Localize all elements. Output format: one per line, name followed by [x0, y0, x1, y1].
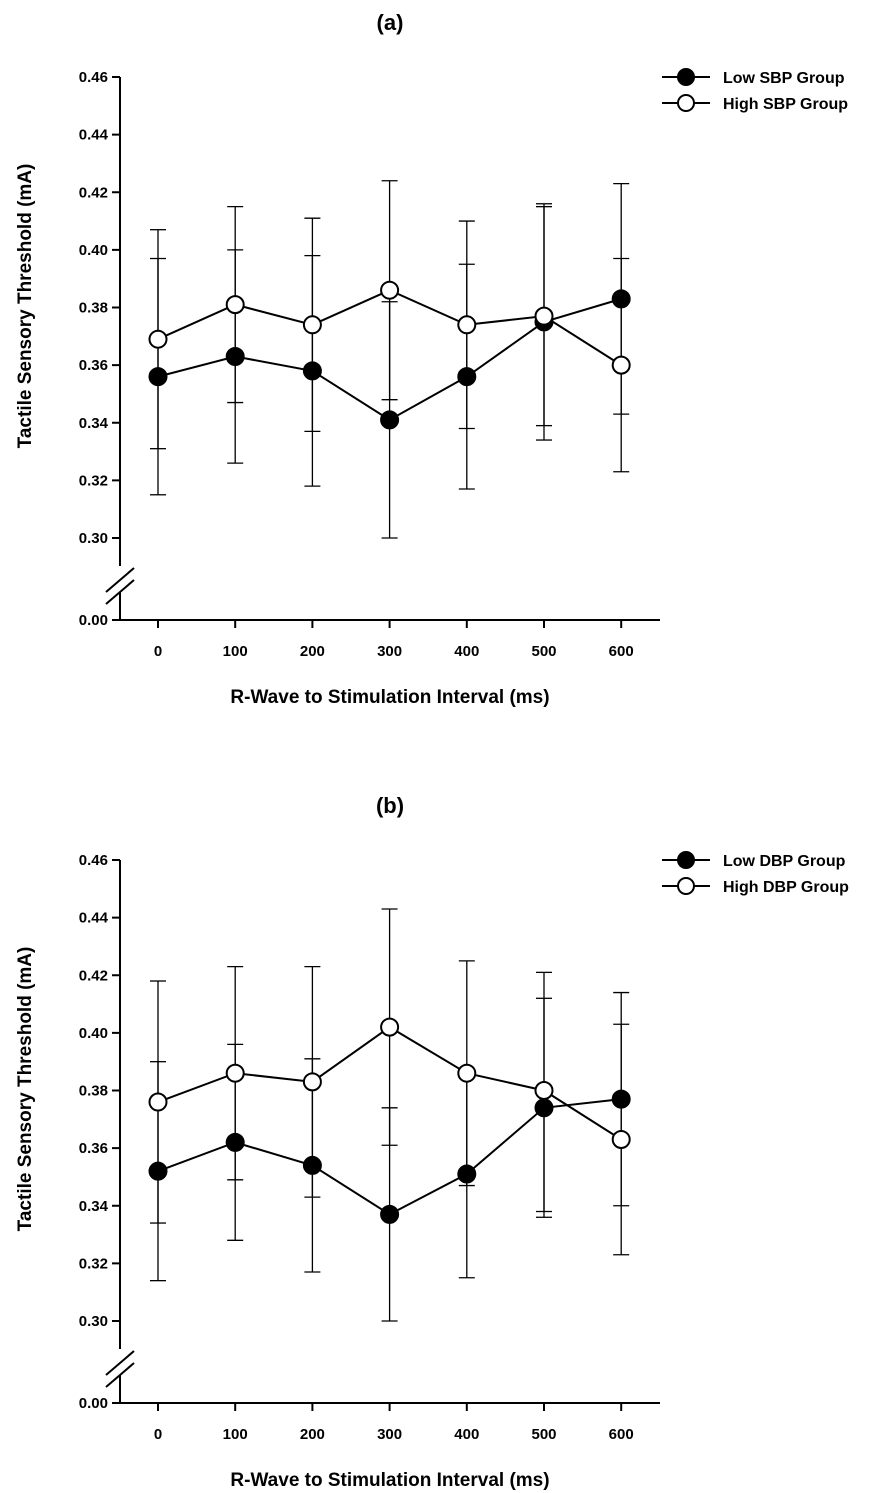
data-point-open — [148, 329, 168, 349]
y-tick-label: 0.46 — [79, 69, 108, 86]
axis-break-mark — [105, 1350, 135, 1376]
axis-break-mark — [105, 567, 135, 593]
x-tick-label: 0 — [154, 1426, 162, 1443]
x-tick-label: 200 — [300, 1426, 325, 1443]
legend-label: Low DBP Group — [723, 853, 846, 870]
axis-break-mark — [105, 579, 135, 605]
y-tick-label: 0.00 — [79, 1395, 108, 1412]
y-tick-label: 0.40 — [79, 1025, 108, 1042]
y-tick-label: 0.30 — [79, 530, 108, 547]
data-point-open — [457, 315, 477, 335]
data-point-filled — [534, 1098, 554, 1118]
y-tick-label: 0.36 — [79, 357, 108, 374]
y-tick-label: 0.38 — [79, 1083, 108, 1100]
data-point-filled — [611, 289, 631, 309]
y-tick-label: 0.40 — [79, 242, 108, 259]
legend-marker-filled — [677, 68, 695, 86]
legend-label: High SBP Group — [723, 96, 848, 113]
y-tick-label: 0.34 — [79, 1198, 109, 1215]
x-tick-label: 200 — [300, 643, 325, 660]
panel-title: (b) — [376, 793, 404, 818]
x-tick-label: 600 — [609, 643, 634, 660]
legend-label: High DBP Group — [723, 879, 849, 896]
y-tick-label: 0.44 — [79, 910, 109, 927]
data-point-filled — [457, 1164, 477, 1184]
data-point-open — [611, 1129, 631, 1149]
y-tick-label: 0.32 — [79, 1255, 108, 1272]
y-axis-title: Tactile Sensory Threshold (mA) — [15, 164, 36, 449]
x-tick-label: 600 — [609, 1426, 634, 1443]
legend-label: Low SBP Group — [723, 70, 845, 87]
data-point-filled — [148, 367, 168, 387]
x-tick-label: 0 — [154, 643, 162, 660]
x-tick-label: 100 — [223, 1426, 248, 1443]
legend-marker-open — [677, 877, 695, 895]
y-tick-label: 0.38 — [79, 300, 108, 317]
y-tick-label: 0.32 — [79, 472, 108, 489]
legend-marker-filled — [677, 851, 695, 869]
x-tick-label: 300 — [377, 1426, 402, 1443]
x-tick-label: 400 — [454, 1426, 479, 1443]
data-point-filled — [148, 1161, 168, 1181]
data-point-open — [302, 315, 322, 335]
data-point-open — [225, 295, 245, 315]
x-axis-title: R-Wave to Stimulation Interval (ms) — [230, 687, 549, 708]
data-point-open — [534, 306, 554, 326]
data-point-open — [534, 1081, 554, 1100]
data-point-filled — [380, 410, 400, 430]
x-tick-label: 500 — [531, 1426, 556, 1443]
x-tick-label: 300 — [377, 643, 402, 660]
data-point-filled — [611, 1089, 631, 1109]
panel-b: (b) 0.00 0.30 0.32 0.34 0.36 0.38 0.40 0.42 0.44 0… — [15, 793, 849, 1491]
x-tick-label: 500 — [531, 643, 556, 660]
x-tick-label: 400 — [454, 643, 479, 660]
y-tick-label: 0.00 — [79, 612, 108, 629]
data-point-open — [148, 1092, 168, 1112]
data-point-filled — [225, 346, 245, 366]
legend-marker-open — [677, 94, 695, 112]
x-tick-label: 100 — [223, 643, 248, 660]
panel-title: (a) — [377, 10, 404, 35]
data-point-open — [380, 280, 400, 300]
data-point-open — [611, 355, 631, 375]
data-point-filled — [380, 1204, 400, 1224]
y-tick-label: 0.42 — [79, 184, 108, 201]
data-point-filled — [302, 1155, 322, 1175]
y-axis-title: Tactile Sensory Threshold (mA) — [15, 947, 36, 1232]
data-point-open — [302, 1072, 322, 1092]
data-point-open — [380, 1017, 400, 1037]
data-point-filled — [302, 361, 322, 381]
y-tick-label: 0.42 — [79, 967, 108, 984]
y-tick-label: 0.36 — [79, 1140, 108, 1157]
panel-a: (a) 0.00 0.30 0.32 0.34 0.36 0.38 0.40 0.42 0.44 0… — [15, 10, 848, 708]
y-tick-label: 0.30 — [79, 1313, 108, 1330]
y-tick-label: 0.44 — [79, 127, 109, 144]
axis-break-mark — [105, 1362, 135, 1388]
data-point-filled — [225, 1132, 245, 1152]
y-tick-label: 0.46 — [79, 852, 108, 869]
y-tick-label: 0.34 — [79, 415, 109, 432]
data-point-open — [225, 1063, 245, 1083]
data-point-open — [457, 1063, 477, 1083]
x-axis-title: R-Wave to Stimulation Interval (ms) — [230, 1470, 549, 1491]
data-point-filled — [457, 367, 477, 387]
